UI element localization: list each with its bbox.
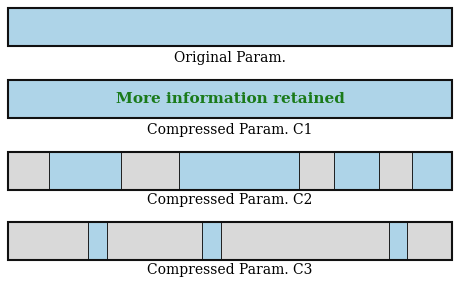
- Bar: [179, 152, 298, 190]
- Bar: [8, 152, 451, 190]
- Bar: [8, 152, 49, 190]
- Bar: [334, 152, 378, 190]
- Text: Compressed Param. C1: Compressed Param. C1: [147, 123, 312, 137]
- Bar: [220, 222, 388, 260]
- Text: Original Param.: Original Param.: [174, 51, 285, 65]
- Bar: [8, 8, 451, 46]
- Bar: [8, 152, 451, 190]
- Text: More information retained: More information retained: [115, 92, 344, 106]
- Bar: [106, 222, 202, 260]
- Bar: [298, 152, 334, 190]
- Bar: [121, 152, 179, 190]
- Bar: [8, 80, 451, 118]
- Bar: [411, 152, 451, 190]
- Bar: [88, 222, 106, 260]
- Bar: [388, 222, 406, 260]
- Bar: [8, 8, 451, 46]
- Text: Compressed Param. C2: Compressed Param. C2: [147, 193, 312, 207]
- Bar: [8, 222, 451, 260]
- Bar: [406, 222, 451, 260]
- Bar: [8, 80, 451, 118]
- Bar: [49, 152, 121, 190]
- Bar: [202, 222, 220, 260]
- Text: Compressed Param. C3: Compressed Param. C3: [147, 263, 312, 277]
- Bar: [8, 222, 451, 260]
- Bar: [378, 152, 411, 190]
- Bar: [8, 222, 88, 260]
